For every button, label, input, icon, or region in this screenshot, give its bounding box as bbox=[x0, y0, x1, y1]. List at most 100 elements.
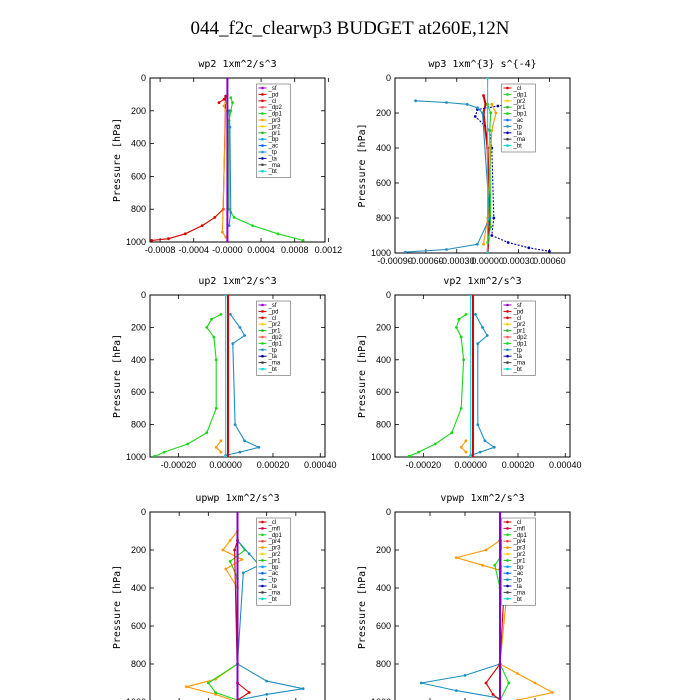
panel-5-point-tp bbox=[265, 679, 269, 683]
panel-5-ytick-label: 600 bbox=[131, 621, 146, 631]
panel-1-point-pd bbox=[200, 224, 204, 228]
panel-5-legend-marker bbox=[261, 597, 264, 601]
panel-4-xtick-label: -0.00020 bbox=[406, 460, 442, 470]
panel-1-point-dp1 bbox=[251, 224, 255, 228]
panel-6-legend-label: _ma bbox=[513, 590, 526, 596]
panel-1-legend-marker bbox=[261, 144, 264, 147]
panel-6-point-pr3 bbox=[484, 681, 488, 685]
panel-2-point-tp bbox=[476, 106, 479, 110]
panel-2-point-dp1 bbox=[473, 115, 477, 118]
panel-4-point-pr2 bbox=[464, 450, 468, 454]
panel-5-legend-marker bbox=[261, 559, 264, 562]
panel-4-ytick-label: 600 bbox=[376, 387, 391, 397]
panel-5-legend-label: _dp1 bbox=[268, 533, 283, 539]
panel-3-point-dp1 bbox=[205, 431, 209, 435]
panel-4-legend-label: _dp1 bbox=[513, 341, 528, 347]
panel-5-legend-label: _ta bbox=[268, 584, 278, 590]
panel-3-point-dp1 bbox=[212, 335, 216, 339]
panel-2-series-cl bbox=[482, 95, 491, 253]
panel-1-legend-label: _cl bbox=[268, 99, 277, 105]
panel-6-legend-marker bbox=[506, 597, 509, 601]
panel-3-legend-marker bbox=[261, 342, 264, 345]
panel-5-point-pr2 bbox=[228, 539, 232, 542]
panel-2-point-cl bbox=[484, 102, 487, 106]
panel-2-legend-label: _ma bbox=[513, 137, 526, 143]
panel-5-ytick-label: 1000 bbox=[126, 697, 146, 700]
panel-4-legend-marker bbox=[506, 316, 509, 320]
panel-5-legend-label: _tp bbox=[268, 578, 278, 584]
panel-5-point-tp bbox=[265, 693, 269, 696]
panel-2-point-dp1 bbox=[492, 216, 496, 220]
panel-1-legend-label: _bp bbox=[268, 137, 280, 143]
panel-4-xtick-label: 0.00000 bbox=[454, 460, 487, 470]
panel-6-ytick-label: 0 bbox=[386, 507, 391, 517]
panel-3-point-bt bbox=[224, 295, 228, 297]
panel-4-ytick-label: 200 bbox=[376, 322, 391, 332]
panel-3-xtick-label: 0.00040 bbox=[304, 460, 337, 470]
panel-3-ytick-label: 400 bbox=[131, 355, 146, 365]
panel-6-frame bbox=[394, 511, 571, 700]
panel-1-point-dp1 bbox=[227, 207, 231, 211]
panel-5-point-ac bbox=[228, 560, 232, 563]
panel-3-legend-label: _pr1 bbox=[268, 329, 282, 335]
panel-3-point-dp1 bbox=[214, 407, 218, 410]
panel-3-title: up2 1xm^2/s^3 bbox=[198, 276, 276, 287]
panel-4-legend-label: _ma bbox=[513, 361, 526, 367]
panel-1-point-pd bbox=[167, 237, 170, 241]
panel-2-point-pr2 bbox=[490, 102, 494, 106]
panel-3-ytick-label: 1000 bbox=[126, 452, 146, 462]
panel-2-ytick-label: 200 bbox=[376, 108, 391, 118]
panel-2-point-ac bbox=[488, 129, 492, 132]
panel-2-legend-marker bbox=[506, 131, 509, 135]
panel-1-legend-label: _dp2 bbox=[268, 105, 283, 111]
panel-4-ytick-label: 800 bbox=[376, 420, 391, 430]
panel-5-point-ac bbox=[214, 691, 218, 694]
panel-5-ylabel: Pressure [hPa] bbox=[112, 565, 123, 649]
panel-5-legend-label: _bp bbox=[268, 565, 280, 571]
panel-2-legend-label: _pr1 bbox=[513, 105, 527, 111]
panel-2-point-tp bbox=[445, 248, 448, 251]
panel-4-legend-label: _tp bbox=[513, 348, 523, 354]
panel-6-legend-label: _bp bbox=[513, 565, 525, 571]
panel-4-legend-label: _pd bbox=[513, 309, 524, 315]
panel-6-series-pr2 bbox=[454, 540, 555, 700]
panel-5-point-pr3 bbox=[247, 691, 251, 694]
panel-2-legend-label: _pr2 bbox=[513, 99, 527, 105]
panel-2-legend-marker bbox=[506, 125, 509, 128]
panel-5-legend-label: _ma bbox=[268, 590, 281, 596]
panel-4-point-bt bbox=[469, 455, 473, 457]
panel-1-point-dp1 bbox=[301, 239, 305, 242]
panel-1-point-dp1 bbox=[232, 216, 236, 219]
panel-3-legend-marker bbox=[261, 354, 264, 358]
panel-3-point-tp bbox=[243, 439, 247, 443]
panel-6-legend-label: _ac bbox=[513, 571, 524, 577]
panel-1-point-cl bbox=[226, 240, 229, 242]
panel-6-point-pr2 bbox=[551, 691, 554, 694]
panel-5-title: upwp 1xm^2/s^3 bbox=[195, 493, 279, 504]
panel-5-point-tp bbox=[241, 571, 245, 575]
panel-2-legend-marker bbox=[506, 105, 509, 109]
panel-2-point-tp bbox=[481, 111, 484, 115]
panel-2-xtick-label: 0.00000 bbox=[471, 256, 504, 266]
panel-4-point-dp1 bbox=[417, 450, 420, 454]
panel-6-legend-marker bbox=[506, 578, 509, 581]
panel-5-point-tp bbox=[301, 687, 305, 691]
panel-1-series-tp bbox=[228, 110, 232, 226]
panel-5-legend-marker bbox=[261, 546, 264, 549]
panel-6-ytick-label: 400 bbox=[376, 583, 391, 593]
panel-1-legend-marker bbox=[261, 99, 264, 103]
panel-6-legend-marker bbox=[506, 533, 509, 537]
panel-2-xtick-label: -0.00090 bbox=[377, 256, 413, 266]
panel-5-legend-marker bbox=[261, 591, 264, 594]
panel-1-point-pr3 bbox=[222, 104, 226, 108]
panel-3-series-dp1 bbox=[154, 313, 222, 457]
panel-1-ytick-label: 800 bbox=[131, 204, 146, 214]
panel-3-point-tp bbox=[231, 342, 235, 345]
panel-6-legend-marker bbox=[506, 584, 509, 588]
panel-5-legend-label: _bt bbox=[268, 597, 278, 603]
panel-4-legend-marker bbox=[506, 367, 509, 371]
panel-3-legend-label: _cl bbox=[268, 316, 277, 322]
panel-1-point-pd bbox=[222, 97, 226, 101]
panel-3-point-bt bbox=[224, 455, 228, 457]
panel-4-point-dp1 bbox=[433, 442, 437, 446]
